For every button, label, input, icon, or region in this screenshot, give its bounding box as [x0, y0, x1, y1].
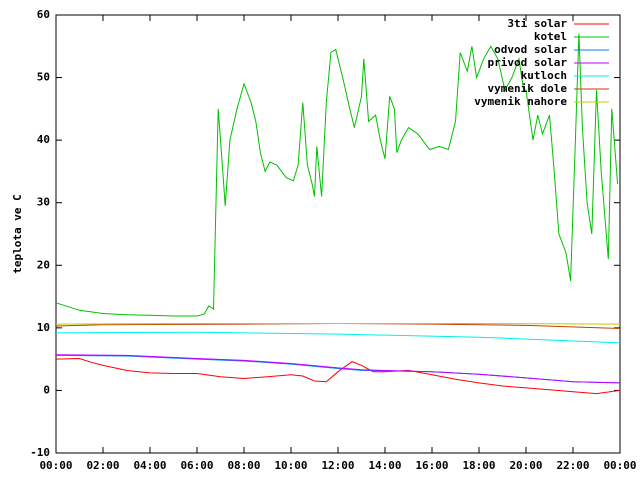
- y-tick-label: 10: [37, 321, 50, 334]
- legend-label: odvod solar: [494, 43, 567, 56]
- legend-label: vymenik dole: [488, 82, 568, 95]
- y-tick-label: 30: [37, 196, 50, 209]
- x-tick-label: 22:00: [556, 459, 589, 472]
- legend-label: kotel: [534, 30, 567, 43]
- x-tick-label: 06:00: [180, 459, 213, 472]
- y-tick-label: 40: [37, 133, 50, 146]
- series-line: [55, 323, 621, 325]
- x-tick-label: 10:00: [274, 459, 307, 472]
- series-line: [55, 322, 621, 329]
- y-tick-label: 60: [37, 8, 50, 21]
- series-line: [55, 33, 619, 317]
- series-line: [55, 331, 621, 344]
- x-tick-label: 18:00: [462, 459, 495, 472]
- legend-label: privod solar: [488, 56, 568, 69]
- series-line: [55, 357, 621, 395]
- x-tick-label: 02:00: [86, 459, 119, 472]
- y-tick-label: 0: [43, 383, 50, 396]
- y-tick-label: 50: [37, 71, 50, 84]
- x-tick-label: 00:00: [603, 459, 636, 472]
- y-axis-label: teplota ve C: [11, 194, 24, 273]
- y-tick-label: -10: [30, 446, 50, 459]
- x-tick-label: 16:00: [415, 459, 448, 472]
- x-tick-label: 04:00: [133, 459, 166, 472]
- series-line: [55, 354, 621, 384]
- legend-label: vymenik nahore: [474, 95, 567, 108]
- legend-label: kutloch: [521, 69, 567, 82]
- x-tick-label: 00:00: [39, 459, 72, 472]
- y-tick-label: 20: [37, 258, 50, 271]
- x-tick-label: 20:00: [509, 459, 542, 472]
- x-tick-label: 12:00: [321, 459, 354, 472]
- x-tick-label: 14:00: [368, 459, 401, 472]
- x-tick-label: 08:00: [227, 459, 260, 472]
- legend-label: 3ti solar: [507, 17, 567, 30]
